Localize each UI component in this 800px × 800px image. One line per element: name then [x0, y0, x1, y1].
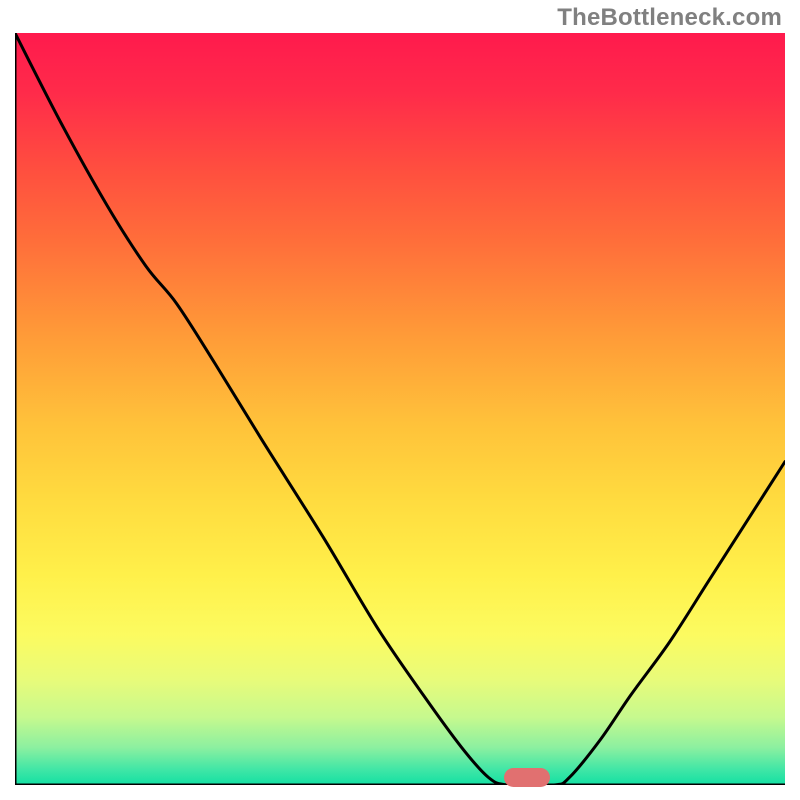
- watermark-text: TheBottleneck.com: [557, 4, 782, 32]
- chart-container: TheBottleneck.com: [0, 0, 800, 800]
- bottleneck-curve: [15, 33, 785, 785]
- optimal-point-marker: [504, 768, 550, 786]
- plot-area: [15, 33, 785, 785]
